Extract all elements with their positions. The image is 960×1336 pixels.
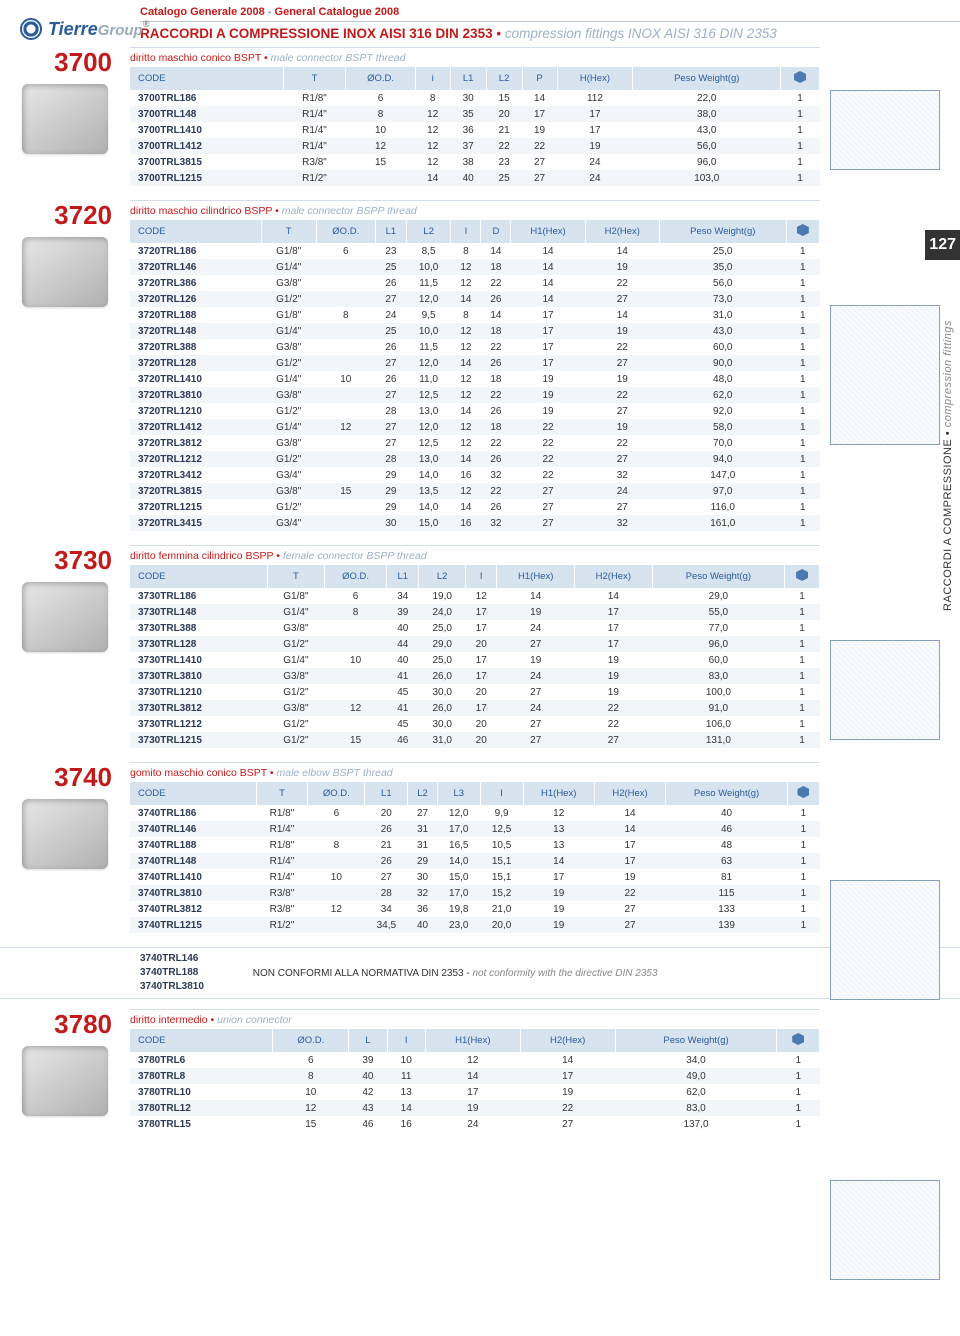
page-title: RACCORDI A COMPRESSIONE INOX AISI 316 DI… <box>140 21 960 41</box>
table-3700: CODETØO.D. iL1L2 PH(Hex)Peso Weight(g) 3… <box>130 67 820 186</box>
product-subtitle: diritto intermedio • union connector <box>130 1009 820 1026</box>
tech-diagram-3730 <box>830 640 940 740</box>
table-row: 3730TRL3812G3/8"124126,017242291,01 <box>130 700 820 716</box>
table-row: 3700TRL1412R1/4"12123722221956,01 <box>130 138 820 154</box>
table-row: 3720TRL148G1/4"2510,01218171943,01 <box>130 323 820 339</box>
table-row: 3730TRL128G1/2"4429,020271796,01 <box>130 636 820 652</box>
product-number: 3740 <box>10 762 120 793</box>
catalog-label: Catalogo Generale 2008 - General Catalog… <box>140 6 960 18</box>
table-3780: CODEØO.D. LI H1(Hex)H2(Hex) Peso Weight(… <box>130 1029 820 1132</box>
package-icon <box>794 71 806 83</box>
product-image-3780 <box>22 1046 108 1116</box>
table-row: 3720TRL386G3/8"2611,51222142256,01 <box>130 275 820 291</box>
table-row: 3700TRL3815R3/8"15123823272496,01 <box>130 154 820 170</box>
table-row: 3720TRL1210G1/2"2813,01426192792,01 <box>130 403 820 419</box>
tech-diagram-3720 <box>830 305 940 445</box>
product-number: 3720 <box>10 200 120 231</box>
product-image-3720 <box>22 237 108 307</box>
table-row: 3740TRL1410R1/4"10273015,015,11719811 <box>130 869 820 885</box>
product-subtitle: diritto maschio conico BSPT • male conne… <box>130 47 820 64</box>
product-image-3730 <box>22 582 108 652</box>
table-row: 3780TRL10104213171962,01 <box>130 1084 820 1100</box>
logo-swirl-icon <box>20 18 42 40</box>
table-row: 3730TRL186G1/8"63419,012141429,01 <box>130 588 820 604</box>
package-icon <box>797 224 809 236</box>
table-row: 3720TRL146G1/4"2510,01218141935,01 <box>130 259 820 275</box>
table-row: 3720TRL1412G1/4"122712,01218221958,01 <box>130 419 820 435</box>
product-subtitle: diritto maschio cilindrico BSPP • male c… <box>130 200 820 217</box>
table-row: 3740TRL146R1/4"263117,012,51314461 <box>130 821 820 837</box>
table-row: 3730TRL388G3/8"4025,017241777,01 <box>130 620 820 636</box>
package-icon <box>797 786 809 798</box>
product-subtitle: diritto femmina cilindrico BSPP • female… <box>130 545 820 562</box>
table-row: 3780TRL663910121434,01 <box>130 1052 820 1068</box>
table-row: 3700TRL1215R1/2"1440252724103,01 <box>130 170 820 186</box>
package-icon <box>792 1033 804 1045</box>
tech-diagram-3700 <box>830 90 940 170</box>
table-3720: CODETØO.D. L1L2I DH1(Hex)H2(Hex) Peso We… <box>130 220 820 531</box>
page-number-tab: 127 <box>925 230 960 260</box>
product-number: 3700 <box>10 47 120 78</box>
table-row: 3720TRL3415G3/4"3015,016322732161,01 <box>130 515 820 531</box>
table-row: 3700TRL186R1/8"6830151411222,01 <box>130 90 820 106</box>
table-row: 3730TRL148G1/4"83924,017191755,01 <box>130 604 820 620</box>
table-row: 3720TRL1215G1/2"2914,014262727116,01 <box>130 499 820 515</box>
table-row: 3700TRL1410R1/4"10123621191743,01 <box>130 122 820 138</box>
section-3740: 3740 gomito maschio conico BSPT • male e… <box>0 762 960 933</box>
table-row: 3720TRL3810G3/8"2712,51222192262,01 <box>130 387 820 403</box>
product-image-3700 <box>22 84 108 154</box>
table-row: 3780TRL884011141749,01 <box>130 1068 820 1084</box>
table-row: 3720TRL188G1/8"8249,5814171431,01 <box>130 307 820 323</box>
table-row: 3720TRL1212G1/2"2813,01426222794,01 <box>130 451 820 467</box>
table-row: 3740TRL186R1/8"6202712,09,91214401 <box>130 805 820 821</box>
table-3730: CODETØO.D. L1L2I H1(Hex)H2(Hex) Peso Wei… <box>130 565 820 748</box>
package-icon <box>796 569 808 581</box>
table-row: 3740TRL3810R3/8"283217,015,219221151 <box>130 885 820 901</box>
table-row: 3720TRL1410G1/4"102611,01218191948,01 <box>130 371 820 387</box>
table-row: 3740TRL188R1/8"8213116,510,51317481 <box>130 837 820 853</box>
tech-diagram-3780 <box>830 1180 940 1280</box>
table-row: 3730TRL1212G1/2"4530,0202722106,01 <box>130 716 820 732</box>
table-row: 3740TRL148R1/4"262914,015,11417631 <box>130 853 820 869</box>
product-subtitle: gomito maschio conico BSPT • male elbow … <box>130 762 820 779</box>
product-image-3740 <box>22 799 108 869</box>
tech-diagram-3740 <box>830 880 940 1000</box>
table-row: 3740TRL1215R1/2"34,54023,020,019271391 <box>130 917 820 933</box>
table-row: 3700TRL148R1/4"8123520171738,01 <box>130 106 820 122</box>
table-row: 3730TRL1210G1/2"4530,0202719100,01 <box>130 684 820 700</box>
section-3780: 3780 diritto intermedio • union connecto… <box>0 1009 960 1132</box>
table-row: 3720TRL3815G3/8"152913,51222272497,01 <box>130 483 820 499</box>
brand-logo: TierreGroup® <box>20 18 149 40</box>
section-3700: 3700 diritto maschio conico BSPT • male … <box>0 47 960 186</box>
section-3720: 3720 diritto maschio cilindrico BSPP • m… <box>0 200 960 531</box>
table-row: 3780TRL12124314192283,01 <box>130 1100 820 1116</box>
product-number: 3780 <box>10 1009 120 1040</box>
table-row: 3720TRL3412G3/4"2914,016322232147,01 <box>130 467 820 483</box>
table-row: 3720TRL3812G3/8"2712,51222222270,01 <box>130 435 820 451</box>
conformity-note: 3740TRL1463740TRL1883740TRL3810 NON CONF… <box>0 947 960 999</box>
side-category-label: RACCORDI A COMPRESSIONE • compression fi… <box>942 320 954 611</box>
table-row: 3720TRL128G1/2"2712,01426172790,01 <box>130 355 820 371</box>
product-number: 3730 <box>10 545 120 576</box>
table-3740: CODETØO.D. L1L2L3 IH1(Hex)H2(Hex) Peso W… <box>130 782 820 933</box>
table-row: 3740TRL3812R3/8"12343619,821,019271331 <box>130 901 820 917</box>
table-row: 3730TRL1410G1/4"104025,017191960,01 <box>130 652 820 668</box>
table-row: 3720TRL388G3/8"2611,51222172260,01 <box>130 339 820 355</box>
table-row: 3780TRL151546162427137,01 <box>130 1116 820 1132</box>
table-row: 3720TRL126G1/2"2712,01426142773,01 <box>130 291 820 307</box>
logo-text: TierreGroup® <box>48 19 149 40</box>
table-row: 3730TRL1215G1/2"154631,0202727131,01 <box>130 732 820 748</box>
section-3730: 3730 diritto femmina cilindrico BSPP • f… <box>0 545 960 748</box>
table-row: 3730TRL3810G3/8"4126,017241983,01 <box>130 668 820 684</box>
table-row: 3720TRL186G1/8"6238,5814141425,01 <box>130 243 820 259</box>
